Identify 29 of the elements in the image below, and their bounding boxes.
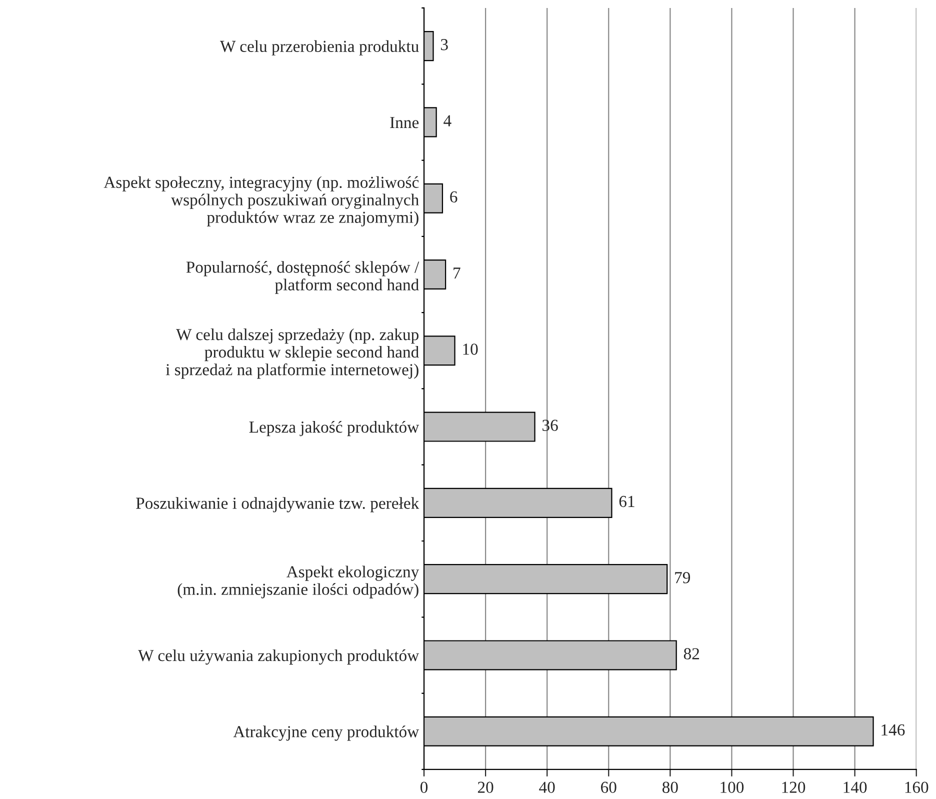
y-tick-label: Atrakcyjne ceny produktów bbox=[233, 726, 420, 741]
x-tick-label: 140 bbox=[844, 782, 867, 793]
data-label: 61 bbox=[619, 496, 634, 508]
y-tick-label: W celu dalszej sprzedaży (np. zakup produktu w sklepie second hand i sprzedaż na platformie internetowej) bbox=[166, 328, 419, 379]
x-tick-label: 0 bbox=[420, 782, 428, 793]
data-label: 4 bbox=[444, 115, 452, 126]
y-tick-label: Aspekt społeczny, integracyjny (np. możliwość wspólnych poszukiwań oryginalnych produktów wraz ze znajomymi) bbox=[104, 176, 419, 226]
y-tick-label: Popularność, dostępność sklepów / platform second hand bbox=[186, 261, 420, 294]
y-tick-label: Poszukiwanie i odnajdywanie tzw. perełek bbox=[136, 497, 420, 512]
data-label: 82 bbox=[684, 648, 700, 660]
data-label: 36 bbox=[542, 420, 558, 431]
y-tick-label: Inne bbox=[390, 117, 419, 128]
data-label: 146 bbox=[882, 724, 905, 736]
x-tick-label: 100 bbox=[720, 782, 744, 793]
data-label: 6 bbox=[450, 191, 458, 203]
data-label: 79 bbox=[675, 572, 690, 584]
x-tick-label: 20 bbox=[478, 782, 494, 793]
data-label: 10 bbox=[463, 344, 478, 355]
y-tick-label: Lepsza jakość produktów bbox=[249, 420, 420, 436]
y-tick-label: W celu używania zakupionych produktów bbox=[138, 649, 420, 665]
data-label: 3 bbox=[440, 39, 448, 50]
x-tick-label: 120 bbox=[782, 782, 806, 793]
y-tick-label: Aspekt ekologiczny (m.in. zmniejszanie ilości odpadów) bbox=[178, 566, 420, 598]
x-tick-label: 80 bbox=[662, 782, 678, 793]
data-label: 7 bbox=[454, 268, 460, 279]
x-tick-label: 60 bbox=[601, 782, 616, 793]
y-tick-label: W celu przerobienia produktu bbox=[220, 40, 419, 56]
x-tick-label: 160 bbox=[905, 782, 928, 793]
x-tick-label: 40 bbox=[539, 782, 555, 793]
